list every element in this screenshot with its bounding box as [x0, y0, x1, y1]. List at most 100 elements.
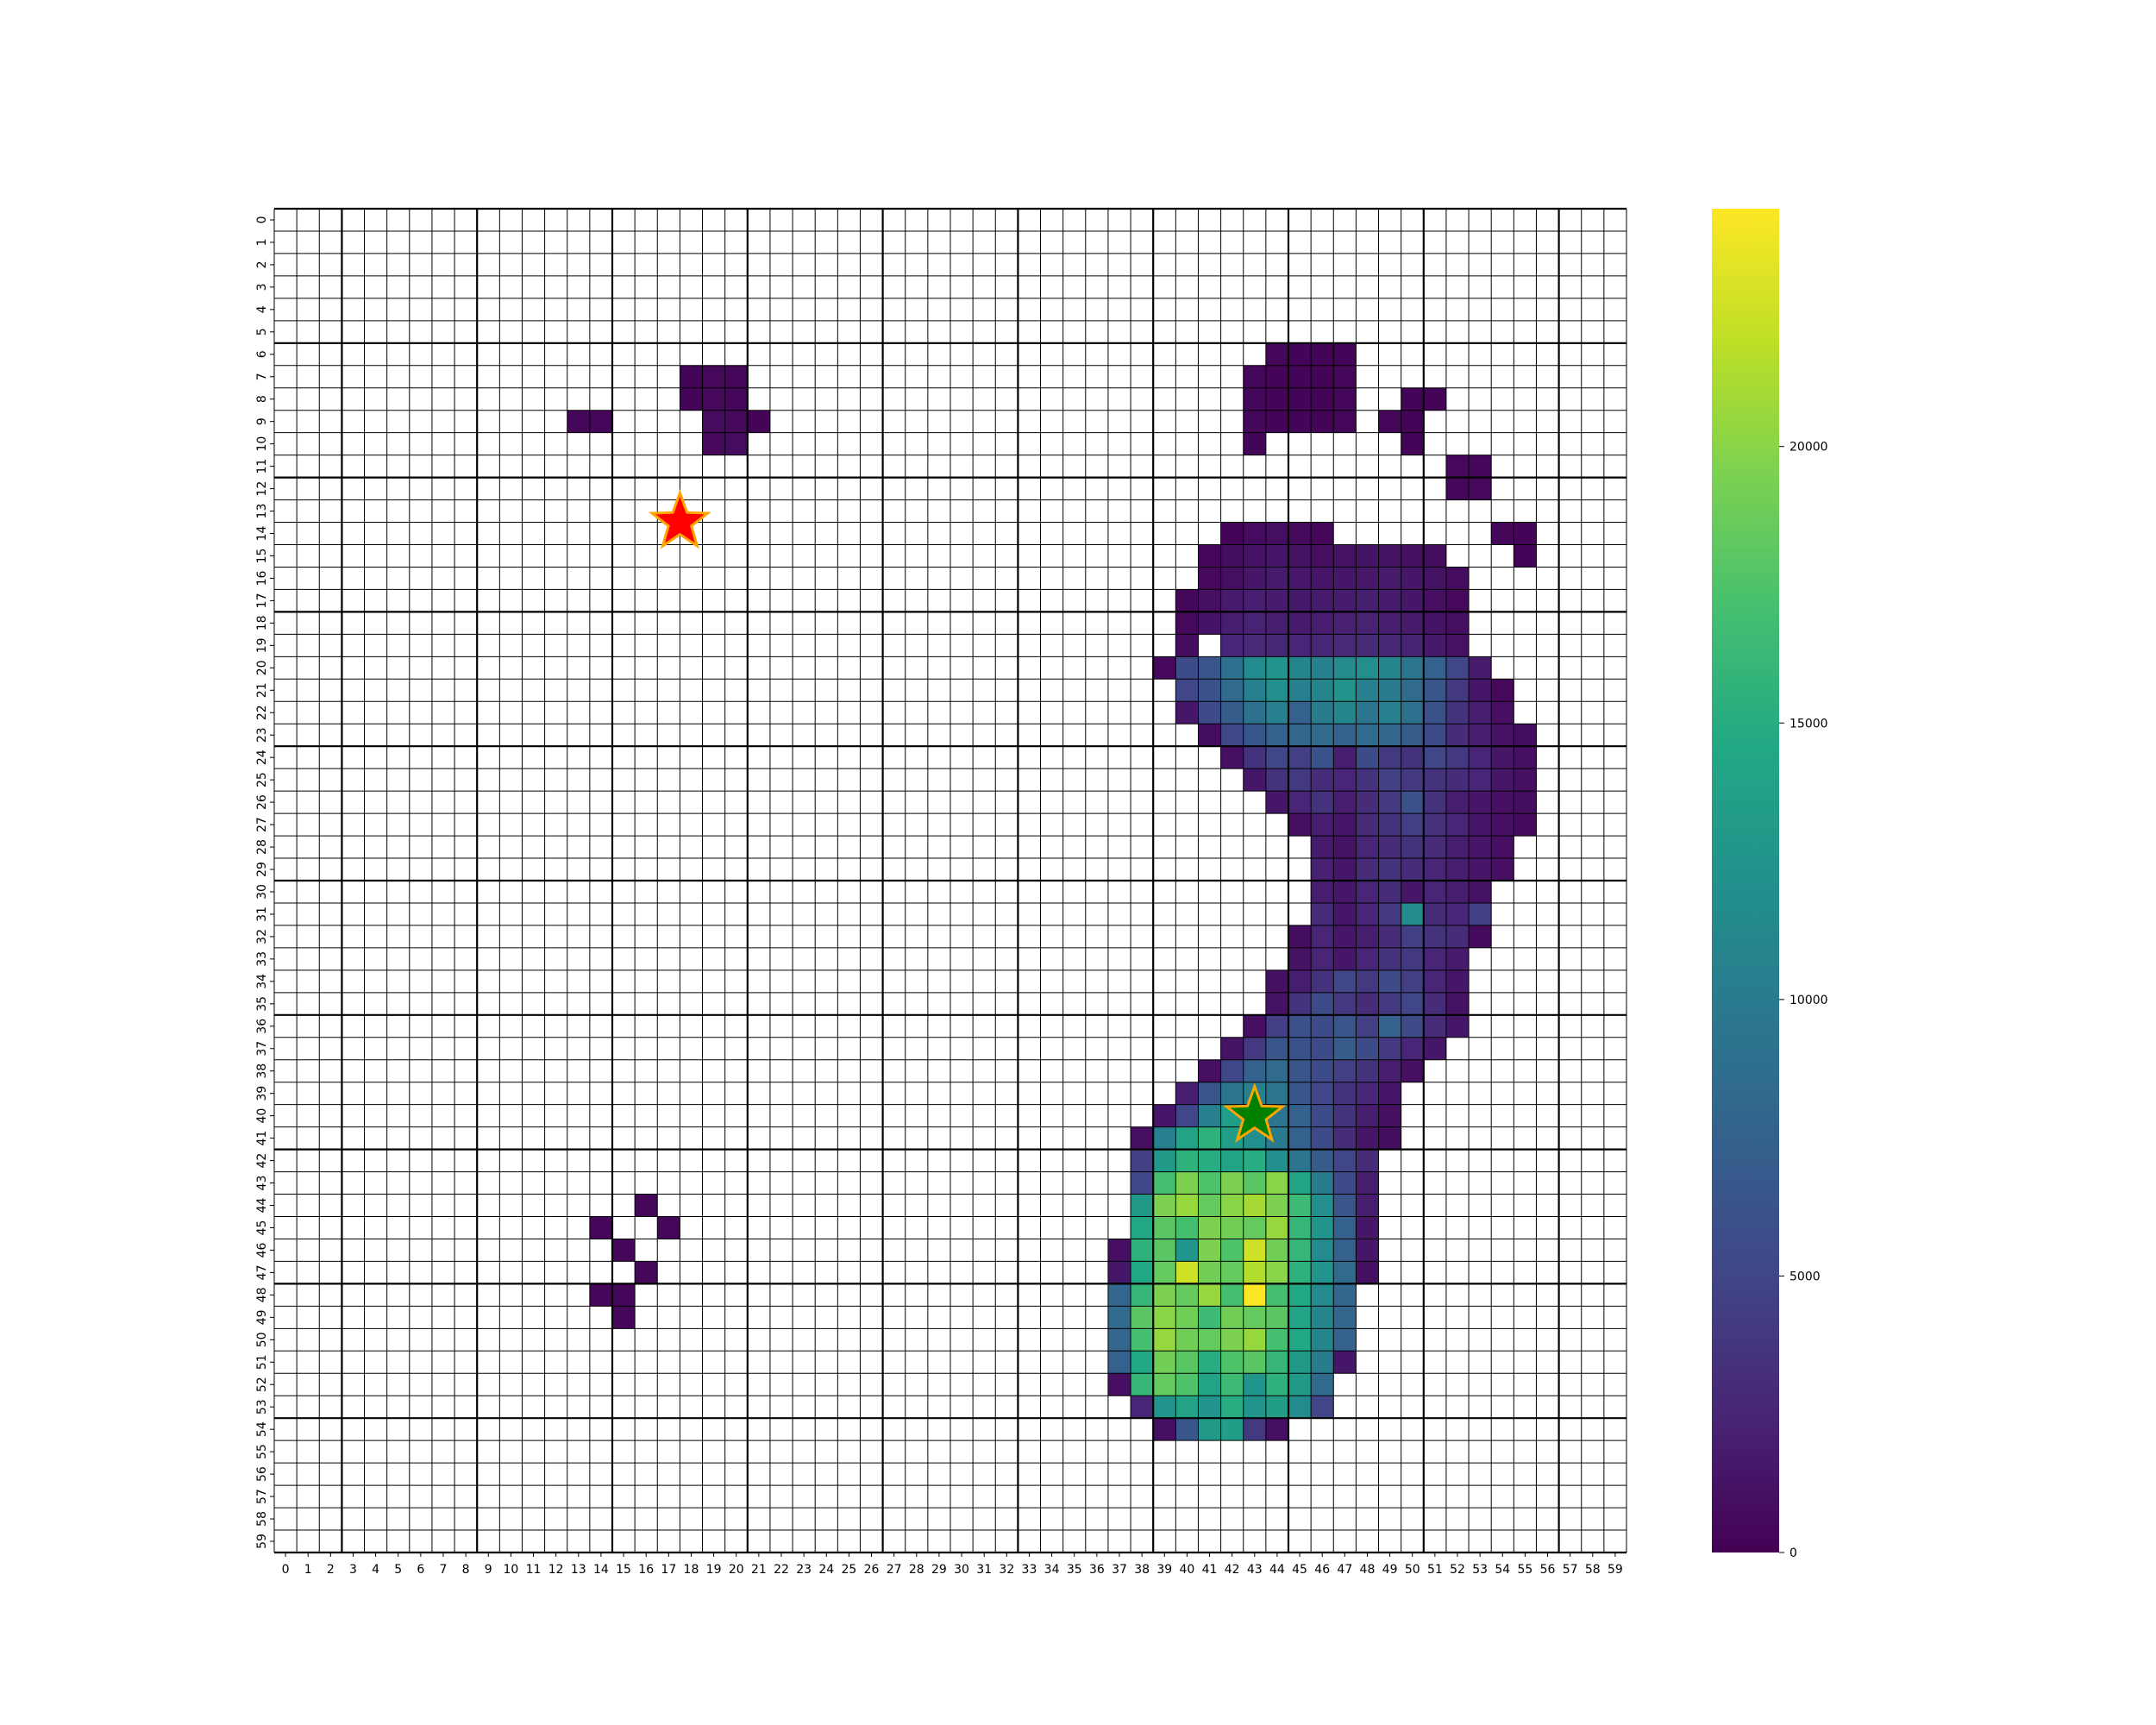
y-tick-label: 54 — [255, 1421, 269, 1437]
x-tick-label: 22 — [774, 1563, 789, 1577]
heatmap-cell — [1175, 1104, 1199, 1127]
heatmap-cell — [1401, 836, 1424, 859]
heatmap-cell — [1220, 1306, 1244, 1329]
heatmap-cell — [1445, 836, 1470, 859]
heatmap-cell — [1445, 947, 1470, 970]
heatmap-cell — [1288, 1104, 1312, 1127]
heatmap-cell — [1288, 791, 1312, 814]
heatmap-cell — [1311, 947, 1334, 970]
heatmap-cell — [1265, 1261, 1288, 1284]
heatmap-cell — [1243, 387, 1266, 411]
y-tick-label: 3 — [255, 283, 269, 291]
x-tick-label: 6 — [417, 1563, 424, 1577]
x-tick-label: 40 — [1179, 1563, 1194, 1577]
heatmap-cell — [1514, 791, 1537, 814]
heatmap-cell — [635, 1261, 658, 1284]
y-tick-label: 15 — [255, 549, 269, 564]
heatmap-cell — [1311, 925, 1334, 948]
heatmap-cell — [1333, 1328, 1357, 1352]
y-tick-label: 58 — [255, 1511, 269, 1527]
x-tick-label: 48 — [1360, 1563, 1376, 1577]
x-tick-label: 14 — [593, 1563, 609, 1577]
heatmap-cell — [1378, 969, 1401, 993]
heatmap-cell — [1378, 679, 1401, 702]
heatmap-cell — [1288, 813, 1312, 837]
heatmap-cell — [1356, 746, 1379, 769]
heatmap-cell — [1401, 925, 1424, 948]
heatmap-cell — [1131, 1373, 1154, 1396]
heatmap-cell — [1243, 768, 1266, 792]
heatmap-cell — [1378, 1014, 1401, 1038]
heatmap-cell — [1445, 925, 1470, 948]
x-tick-label: 2 — [327, 1563, 335, 1577]
heatmap-cell — [1311, 768, 1334, 792]
x-tick-label: 5 — [394, 1563, 402, 1577]
x-tick-label: 57 — [1563, 1563, 1578, 1577]
heatmap-cell — [1243, 1059, 1266, 1082]
heatmap-cell — [1265, 1082, 1288, 1105]
heatmap-cell — [1378, 634, 1401, 657]
heatmap-cell — [1175, 1283, 1199, 1307]
heatmap-cell — [1175, 1149, 1199, 1172]
x-tick-label: 46 — [1314, 1563, 1330, 1577]
heatmap-cell — [1175, 1261, 1199, 1284]
heatmap-cell — [1265, 612, 1288, 635]
heatmap-cell — [1265, 791, 1288, 814]
heatmap-cell — [702, 432, 725, 455]
heatmap-cell — [1378, 656, 1401, 680]
heatmap-cell — [1378, 746, 1401, 769]
heatmap-cell — [1175, 1239, 1199, 1262]
x-tick-label: 38 — [1134, 1563, 1150, 1577]
heatmap-cell — [1288, 1216, 1312, 1239]
y-tick-label: 0 — [255, 216, 269, 224]
heatmap-cell — [1288, 342, 1312, 366]
heatmap-cell — [1153, 1239, 1176, 1262]
heatmap-cell — [1401, 1059, 1424, 1082]
heatmap-cell — [1378, 1059, 1401, 1082]
heatmap-cell — [1265, 522, 1288, 545]
heatmap-cell — [1311, 1104, 1334, 1127]
heatmap-cell — [1265, 1239, 1288, 1262]
heatmap-cell — [1288, 1014, 1312, 1038]
heatmap-cell — [1356, 881, 1379, 903]
heatmap-cell — [1131, 1328, 1154, 1352]
heatmap-cell — [612, 1239, 636, 1262]
heatmap-cell — [1243, 1239, 1266, 1262]
heatmap-cell — [1265, 365, 1288, 388]
y-tick-label: 7 — [255, 373, 269, 380]
y-tick-label: 47 — [255, 1265, 269, 1281]
heatmap-cell — [1243, 612, 1266, 635]
heatmap-cell — [1220, 1216, 1244, 1239]
heatmap-cell — [1469, 925, 1492, 948]
heatmap-cell — [1220, 1239, 1244, 1262]
heatmap-cell — [1288, 1283, 1312, 1307]
heatmap-cell — [1356, 1149, 1379, 1172]
heatmap-cell — [1265, 342, 1288, 366]
heatmap — [567, 342, 1537, 1441]
heatmap-cell — [1107, 1261, 1131, 1284]
heatmap-cell — [1265, 1328, 1288, 1352]
heatmap-cell — [1356, 567, 1379, 590]
heatmap-cell — [1288, 1261, 1312, 1284]
heatmap-cell — [1265, 1171, 1288, 1195]
heatmap-cell — [1243, 1194, 1266, 1217]
heatmap-cell — [1356, 1014, 1379, 1038]
x-tick-label: 3 — [349, 1563, 357, 1577]
heatmap-cell — [1356, 1171, 1379, 1195]
y-tick-label: 41 — [255, 1131, 269, 1146]
heatmap-cell — [1265, 746, 1288, 769]
heatmap-cell — [1220, 1396, 1244, 1419]
heatmap-cell — [1220, 612, 1244, 635]
heatmap-cell — [1423, 634, 1446, 657]
heatmap-cell — [1311, 1149, 1334, 1172]
heatmap-cell — [1265, 1014, 1288, 1038]
heatmap-cell — [1356, 612, 1379, 635]
heatmap-cell — [1311, 679, 1334, 702]
heatmap-cell — [1198, 1306, 1221, 1329]
x-tick-label: 32 — [999, 1563, 1014, 1577]
heatmap-cell — [1243, 1328, 1266, 1352]
heatmap-cell — [1356, 858, 1379, 881]
heatmap-cell — [1356, 1059, 1379, 1082]
x-tick-label: 51 — [1427, 1563, 1443, 1577]
heatmap-cell — [1265, 1149, 1288, 1172]
